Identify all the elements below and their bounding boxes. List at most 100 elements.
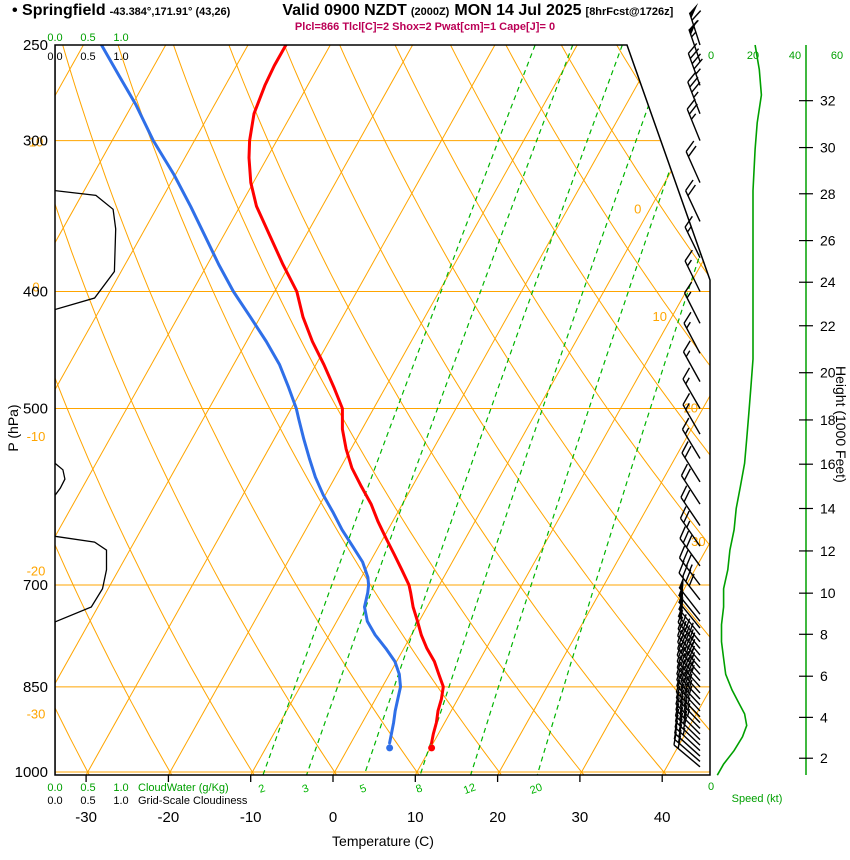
svg-text:0.5: 0.5 [80, 51, 95, 63]
temperature-axis: -30 -20 -10 0 10 20 30 40 [75, 775, 671, 826]
svg-text:0: 0 [708, 781, 714, 793]
wind-barb [684, 179, 701, 222]
wind-barb [678, 545, 701, 586]
wind-barb [674, 708, 701, 746]
wind-barb [683, 281, 701, 324]
title-line: • Springfield -43.384°,171.91° (43,26) V… [0, 2, 850, 20]
skewt-grid [55, 45, 710, 775]
svg-text:-20: -20 [27, 563, 46, 578]
wind-barb [678, 575, 701, 615]
svg-text:-20: -20 [158, 809, 180, 826]
svg-text:0.0: 0.0 [47, 782, 62, 794]
svg-text:8: 8 [414, 782, 424, 795]
svg-text:60: 60 [831, 50, 843, 62]
svg-text:CloudWater (g/Kg): CloudWater (g/Kg) [138, 782, 229, 794]
svg-text:0.5: 0.5 [80, 782, 95, 794]
svg-text:0.5: 0.5 [80, 32, 95, 44]
wind-barb [687, 71, 701, 114]
svg-text:14: 14 [820, 500, 836, 516]
svg-text:28: 28 [820, 186, 836, 202]
svg-text:32: 32 [820, 93, 836, 109]
wind-barb [686, 98, 701, 141]
wind-barb [684, 215, 701, 258]
svg-text:40: 40 [654, 809, 671, 826]
svg-text:2: 2 [257, 782, 267, 795]
wind-barb [687, 43, 703, 86]
svg-text:26: 26 [820, 233, 836, 249]
wind-barbs [673, 3, 703, 768]
svg-text:-10: -10 [27, 429, 46, 444]
valid-zulu: (2000Z) [410, 6, 450, 18]
pressure-axis: 250 300 400 500 700 850 1000 [15, 37, 48, 781]
wind-barb [684, 249, 701, 292]
svg-text:6: 6 [820, 668, 828, 684]
svg-text:12: 12 [820, 543, 836, 559]
wind-barb [688, 3, 702, 46]
wind-barb [680, 463, 701, 505]
surface-dew-dot [386, 744, 394, 752]
svg-text:850: 850 [23, 679, 48, 696]
svg-text:1.0: 1.0 [113, 782, 128, 794]
svg-text:1.0: 1.0 [113, 51, 128, 63]
svg-text:700: 700 [23, 577, 48, 594]
svg-text:0.0: 0.0 [47, 795, 62, 807]
forecast-info: [8hrFcst@1726z] [585, 6, 674, 18]
svg-text:-10: -10 [240, 809, 262, 826]
wind-barb [674, 703, 701, 741]
wind-barb [679, 506, 701, 547]
svg-text:-30: -30 [75, 809, 97, 826]
wind-barb [675, 691, 701, 729]
wind-barb [681, 417, 701, 459]
wind-speed-profile [716, 44, 763, 776]
svg-text:10: 10 [407, 809, 424, 826]
wind-barb [679, 526, 701, 567]
svg-text:20: 20 [747, 50, 759, 62]
svg-text:Speed (kt): Speed (kt) [732, 793, 783, 805]
svg-text:40: 40 [789, 50, 801, 62]
svg-text:500: 500 [23, 401, 48, 418]
svg-text:22: 22 [820, 318, 836, 334]
surface-temp-dot [428, 744, 436, 752]
wind-barb [685, 140, 701, 183]
svg-text:0.5: 0.5 [80, 795, 95, 807]
wind-barb [682, 340, 701, 382]
svg-text:250: 250 [23, 37, 48, 54]
wind-barb [682, 393, 701, 435]
station-name: • Springfield [12, 2, 106, 19]
wind-barb [680, 485, 701, 526]
sounding-params: Plcl=866 Tlcl[C]=2 Shox=2 Pwat[cm]=1 Cap… [294, 21, 556, 33]
svg-text:5: 5 [358, 782, 368, 795]
svg-text:0.0: 0.0 [47, 51, 62, 63]
speed-axis: 0 20 40 60 0 Speed (kt) [708, 50, 843, 805]
wind-barb [676, 673, 701, 712]
svg-text:-30: -30 [27, 706, 46, 721]
wind-barb [683, 311, 701, 354]
wind-barb [681, 441, 701, 483]
svg-text:20: 20 [528, 781, 544, 796]
svg-text:2: 2 [820, 750, 828, 766]
cloud-scales: 0.0 0.5 1.0 0.0 0.5 1.0 0.0 0.5 1.0 CloudWater (g… [47, 32, 248, 807]
svg-text:3: 3 [301, 782, 311, 795]
svg-text:4: 4 [820, 709, 828, 725]
svg-text:30: 30 [820, 140, 836, 156]
svg-text:1000: 1000 [15, 764, 48, 781]
svg-text:300: 300 [23, 133, 48, 150]
svg-text:30: 30 [572, 809, 589, 826]
svg-text:10: 10 [652, 309, 666, 324]
svg-text:0.0: 0.0 [47, 32, 62, 44]
svg-text:20: 20 [820, 365, 836, 381]
svg-text:0: 0 [32, 280, 39, 295]
cloudiness-profile [55, 45, 117, 775]
svg-text:400: 400 [23, 283, 48, 300]
svg-text:18: 18 [820, 412, 836, 428]
wind-barb [682, 367, 701, 409]
wind-barb [675, 697, 701, 735]
station-coords: -43.384°,171.91° (43,26) [109, 6, 231, 18]
svg-text:20: 20 [489, 809, 506, 826]
svg-text:10: 10 [820, 585, 836, 601]
dewpoint-curve [100, 45, 402, 745]
temperature-axis-title: Temperature (C) [332, 833, 434, 849]
plot-border [54, 44, 711, 776]
